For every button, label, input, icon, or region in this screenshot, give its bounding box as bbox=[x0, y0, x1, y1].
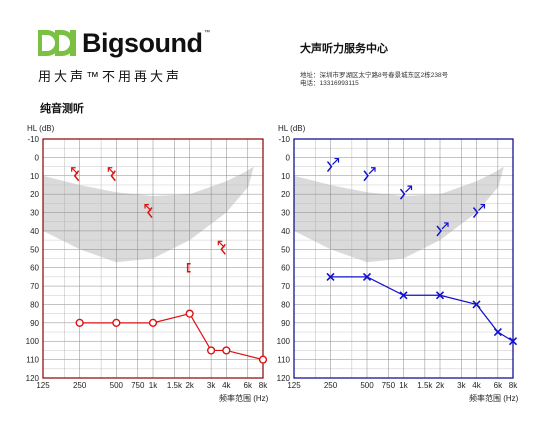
y-tick-label: 0 bbox=[286, 153, 291, 162]
y-tick-label: -10 bbox=[27, 135, 39, 144]
y-tick-label: 90 bbox=[281, 319, 290, 328]
plot-frame bbox=[293, 138, 514, 379]
y-tick-label: 10 bbox=[30, 172, 39, 181]
x-tick-label: 3k bbox=[457, 381, 466, 390]
y-tick-label: 110 bbox=[277, 356, 290, 365]
y-tick-label: 30 bbox=[30, 209, 39, 218]
threshold-line-left bbox=[330, 276, 514, 342]
y-tick-label: 70 bbox=[281, 282, 290, 291]
marker-cross bbox=[362, 272, 372, 281]
marker-circle bbox=[148, 318, 158, 327]
y-tick-label: 120 bbox=[277, 374, 291, 383]
marker-circle bbox=[75, 318, 84, 327]
y-tick-label: 20 bbox=[281, 190, 290, 199]
x-tick-label: 8k bbox=[259, 381, 268, 390]
x-tick-label: 500 bbox=[110, 381, 124, 390]
x-tick-label: 8k bbox=[509, 381, 518, 390]
brand-logo: Bigsound ™ 用大声™不用再大声 bbox=[38, 28, 238, 88]
x-axis-label: 频率范围 (Hz) bbox=[469, 393, 519, 403]
marker-bone-arrow bbox=[217, 240, 226, 255]
marker-bone-arrow bbox=[363, 167, 376, 182]
x-tick-label: 6k bbox=[244, 381, 253, 390]
y-tick-label: 70 bbox=[30, 282, 39, 291]
marker-bone-arrow bbox=[144, 203, 153, 219]
marker-circle bbox=[112, 318, 121, 327]
x-tick-label: 2k bbox=[436, 381, 445, 390]
y-tick-label: 90 bbox=[30, 319, 39, 328]
x-tick-label: 125 bbox=[36, 381, 50, 390]
threshold-line-right bbox=[79, 312, 264, 361]
x-tick-label: 3k bbox=[207, 381, 216, 390]
y-tick-label: 30 bbox=[281, 209, 290, 218]
y-tick-label: 20 bbox=[30, 190, 39, 199]
marker-cross bbox=[508, 337, 518, 346]
brand-mark-icon bbox=[38, 30, 76, 56]
x-tick-label: 1.5k bbox=[417, 381, 433, 390]
marker-bone-arrow bbox=[472, 203, 486, 219]
y-tick-label: 100 bbox=[277, 337, 291, 346]
x-tick-label: 250 bbox=[73, 381, 87, 390]
x-tick-label: 750 bbox=[382, 381, 396, 390]
y-tick-label: -10 bbox=[278, 135, 290, 144]
x-tick-label: 6k bbox=[494, 381, 503, 390]
x-tick-label: 1k bbox=[399, 381, 408, 390]
y-tick-label: 10 bbox=[281, 172, 290, 181]
center-name: 大声听力服务中心 bbox=[300, 43, 388, 55]
y-tick-label: 110 bbox=[26, 356, 39, 365]
marker-bone-bracket bbox=[186, 262, 191, 273]
marker-circle bbox=[258, 355, 268, 364]
marker-bone-arrow bbox=[436, 222, 449, 237]
contact-info: 地址：深圳市罗湖区太宁路8号春景城东区2栋238号 电话：13316993115 bbox=[300, 72, 448, 88]
marker-circle bbox=[185, 309, 194, 318]
x-tick-label: 750 bbox=[131, 381, 145, 390]
marker-bone-arrow bbox=[71, 167, 80, 182]
marker-bone-arrow bbox=[107, 167, 116, 182]
brand-trademark: ™ bbox=[204, 30, 210, 36]
y-tick-label: 60 bbox=[281, 264, 290, 273]
y-tick-label: 40 bbox=[30, 227, 39, 236]
brand-name: Bigsound bbox=[82, 28, 203, 58]
y-tick-label: 80 bbox=[281, 300, 290, 309]
marker-cross bbox=[326, 272, 335, 281]
y-tick-label: 0 bbox=[35, 153, 40, 162]
y-tick-label: 80 bbox=[30, 300, 39, 309]
x-tick-label: 2k bbox=[185, 381, 194, 390]
x-tick-label: 4k bbox=[472, 381, 481, 390]
marker-bone-arrow bbox=[326, 157, 340, 173]
section-title: 纯音测听 bbox=[40, 103, 84, 115]
speech-banana-region bbox=[43, 166, 254, 263]
marker-bone-arrow bbox=[399, 185, 413, 200]
plot-frame bbox=[42, 138, 264, 379]
y-tick-label: 120 bbox=[26, 374, 40, 383]
x-tick-label: 1.5k bbox=[167, 381, 183, 390]
marker-cross bbox=[399, 291, 408, 300]
marker-cross bbox=[435, 291, 445, 300]
x-tick-label: 4k bbox=[222, 381, 231, 390]
brand-slogan: 用大声™不用再大声 bbox=[38, 69, 183, 84]
x-tick-label: 1k bbox=[149, 381, 158, 390]
x-tick-label: 500 bbox=[360, 381, 374, 390]
y-tick-label: 100 bbox=[26, 337, 40, 346]
y-tick-label: 50 bbox=[281, 245, 290, 254]
marker-cross bbox=[472, 300, 481, 309]
y-tick-label: 50 bbox=[30, 245, 39, 254]
y-axis-label: HL (dB) bbox=[278, 124, 306, 133]
marker-cross bbox=[493, 327, 502, 337]
marker-circle bbox=[207, 346, 216, 355]
y-tick-label: 40 bbox=[281, 227, 290, 236]
speech-banana-region bbox=[294, 166, 504, 263]
phone-text: 电话：13316993115 bbox=[300, 80, 359, 87]
y-axis-label: HL (dB) bbox=[27, 124, 55, 133]
x-tick-label: 125 bbox=[287, 381, 301, 390]
x-tick-label: 250 bbox=[324, 381, 338, 390]
x-axis-label: 频率范围 (Hz) bbox=[219, 393, 269, 403]
marker-circle bbox=[222, 346, 231, 355]
y-tick-label: 60 bbox=[30, 264, 39, 273]
address-text: 地址：深圳市罗湖区太宁路8号春景城东区2栋238号 bbox=[300, 72, 449, 79]
